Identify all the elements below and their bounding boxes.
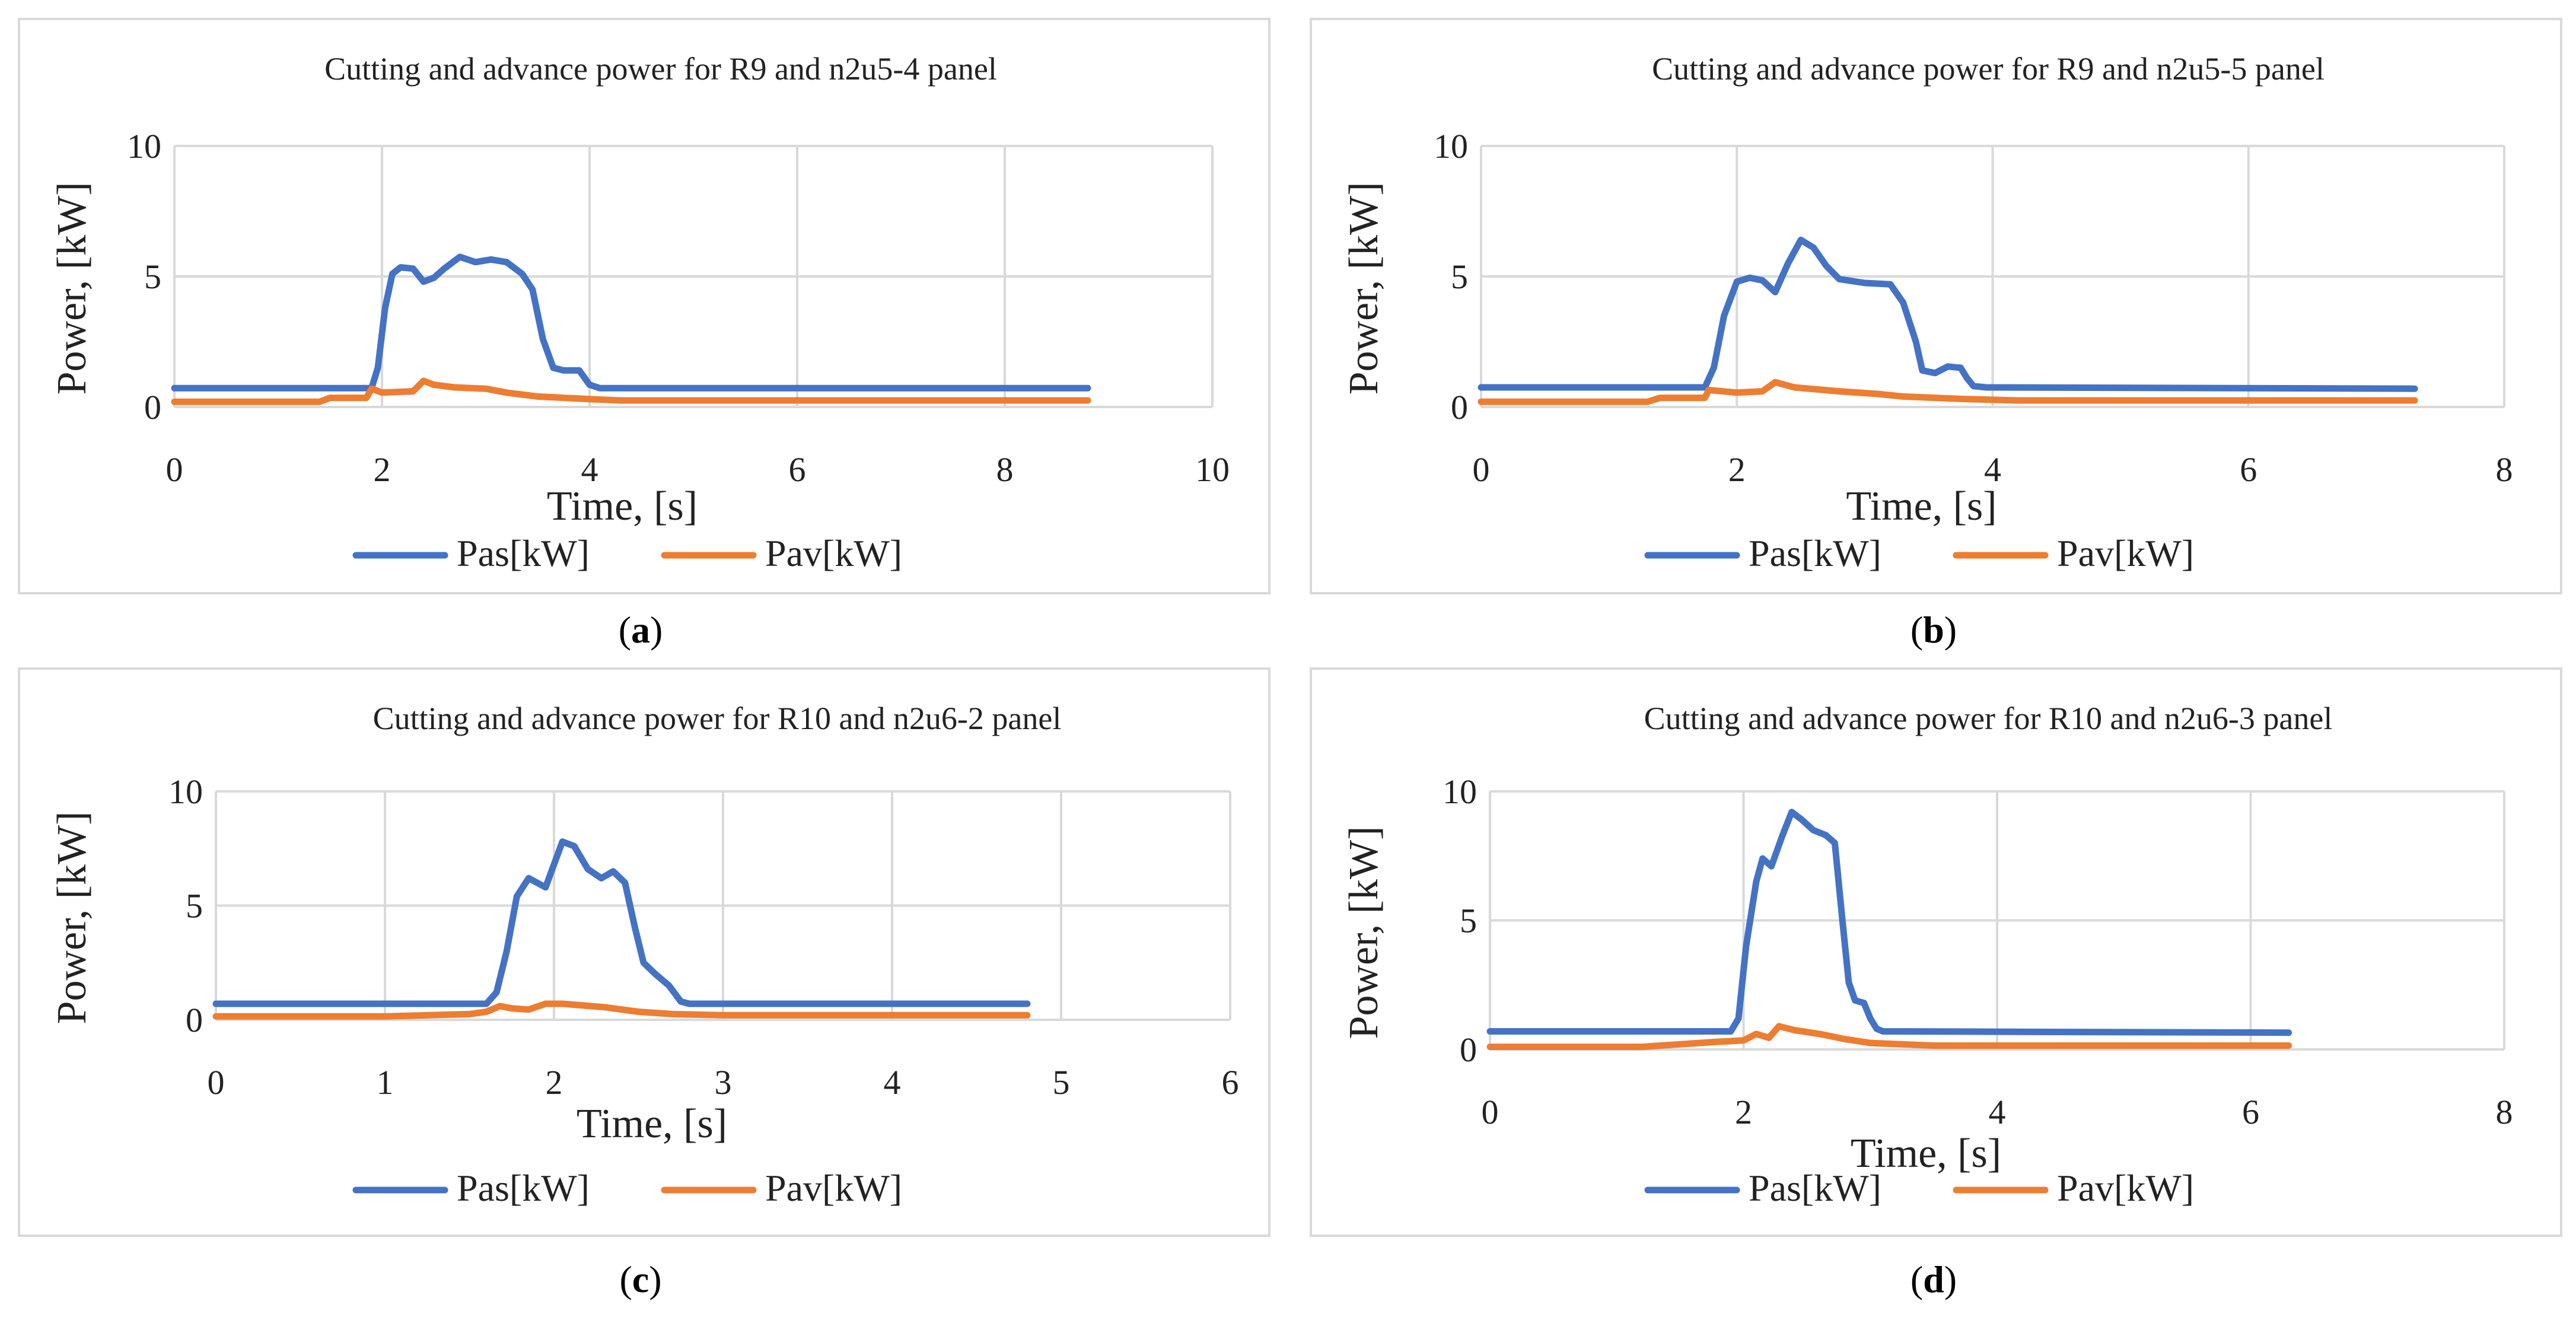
x-tick-label: 4 — [1989, 1093, 2006, 1131]
x-tick-label: 0 — [166, 450, 183, 489]
series-line-pas — [1486, 809, 2292, 1036]
x-tick-label: 8 — [2496, 1093, 2513, 1131]
chart-panel-a: Cutting and advance power for R9 and n2u… — [18, 18, 1271, 594]
y-tick-label: 10 — [168, 772, 203, 811]
x-tick-label: 6 — [789, 450, 806, 489]
chart-panel-b: Cutting and advance power for R9 and n2u… — [1310, 18, 2562, 594]
x-tick-label: 4 — [884, 1063, 901, 1102]
x-tick-label: 4 — [1984, 450, 2001, 489]
chart-panel-c: Cutting and advance power for R10 and n2… — [18, 667, 1271, 1237]
caption-d: (d) — [1910, 1258, 1957, 1300]
x-tick-label: 1 — [377, 1063, 394, 1102]
x-tick-label: 8 — [2496, 450, 2513, 489]
chart-c-svg: Cutting and advance power for R10 and n2… — [49, 701, 1239, 1209]
y-tick-label: 10 — [1434, 127, 1468, 166]
chart-title: Cutting and advance power for R9 and n2u… — [1652, 51, 2325, 87]
x-tick-label: 3 — [715, 1063, 732, 1102]
series-line-pas — [171, 253, 1091, 392]
x-tick-label: 6 — [1222, 1063, 1239, 1102]
chart-b-svg: Cutting and advance power for R9 and n2u… — [1341, 51, 2513, 574]
y-axis-label: Power, [kW] — [49, 812, 95, 1025]
y-tick-label: 0 — [144, 388, 161, 427]
chart-title: Cutting and advance power for R10 and n2… — [373, 701, 1062, 736]
chart-d-svg: Cutting and advance power for R10 and n2… — [1341, 701, 2513, 1209]
x-tick-label: 6 — [2242, 1093, 2259, 1131]
y-tick-label: 5 — [1451, 257, 1468, 296]
y-tick-label: 10 — [127, 127, 161, 166]
x-tick-label: 2 — [1728, 450, 1746, 489]
legend-label-pas: Pas[kW] — [1749, 532, 1881, 574]
y-tick-label: 5 — [144, 257, 161, 296]
legend-label-pas: Pas[kW] — [457, 532, 590, 574]
x-tick-label: 5 — [1053, 1063, 1070, 1102]
x-tick-label: 0 — [208, 1063, 225, 1102]
x-axis-label: Time, [s] — [1851, 1131, 2001, 1176]
chart-panel-d: Cutting and advance power for R10 and n2… — [1310, 667, 2562, 1237]
x-tick-label: 2 — [374, 450, 391, 489]
y-axis-label: Power, [kW] — [1341, 182, 1387, 395]
series-line-pav — [171, 377, 1091, 405]
x-tick-label: 0 — [1473, 450, 1490, 489]
chart-title: Cutting and advance power for R10 and n2… — [1644, 701, 2333, 736]
x-tick-label: 6 — [2240, 450, 2257, 489]
x-tick-label: 10 — [1195, 450, 1230, 489]
x-tick-label: 2 — [546, 1063, 563, 1102]
caption-a: (a) — [618, 609, 663, 651]
y-axis-label: Power, [kW] — [49, 182, 95, 395]
legend-label-pav: Pav[kW] — [765, 532, 902, 574]
x-tick-label: 8 — [996, 450, 1014, 489]
series-line-pas — [1478, 236, 2418, 392]
legend-label-pav: Pav[kW] — [765, 1167, 902, 1209]
series-line-pav — [212, 1000, 1031, 1020]
x-axis-label: Time, [s] — [1846, 483, 1997, 529]
x-tick-label: 2 — [1735, 1093, 1752, 1131]
x-tick-label: 0 — [1482, 1093, 1499, 1131]
caption-c: (c) — [619, 1258, 662, 1300]
y-tick-label: 10 — [1443, 772, 1477, 811]
x-tick-label: 4 — [581, 450, 598, 489]
y-tick-label: 0 — [1460, 1030, 1477, 1069]
series-line-pav — [1478, 378, 2418, 405]
x-axis-label: Time, [s] — [577, 1101, 727, 1147]
legend-label-pas: Pas[kW] — [457, 1167, 590, 1209]
series-line-pav — [1486, 1023, 2292, 1051]
chart-title: Cutting and advance power for R9 and n2u… — [324, 51, 997, 87]
chart-a-svg: Cutting and advance power for R9 and n2u… — [49, 51, 1230, 574]
y-tick-label: 5 — [1460, 902, 1477, 940]
series-line-pas — [212, 838, 1031, 1007]
y-tick-label: 5 — [186, 887, 203, 925]
y-tick-label: 0 — [1451, 388, 1468, 427]
legend-label-pav: Pav[kW] — [2057, 532, 2194, 574]
caption-b: (b) — [1910, 609, 1957, 651]
legend-label-pav: Pav[kW] — [2057, 1167, 2194, 1209]
legend-label-pas: Pas[kW] — [1749, 1167, 1881, 1209]
x-axis-label: Time, [s] — [547, 483, 698, 529]
y-tick-label: 0 — [186, 1001, 203, 1039]
y-axis-label: Power, [kW] — [1341, 826, 1387, 1039]
